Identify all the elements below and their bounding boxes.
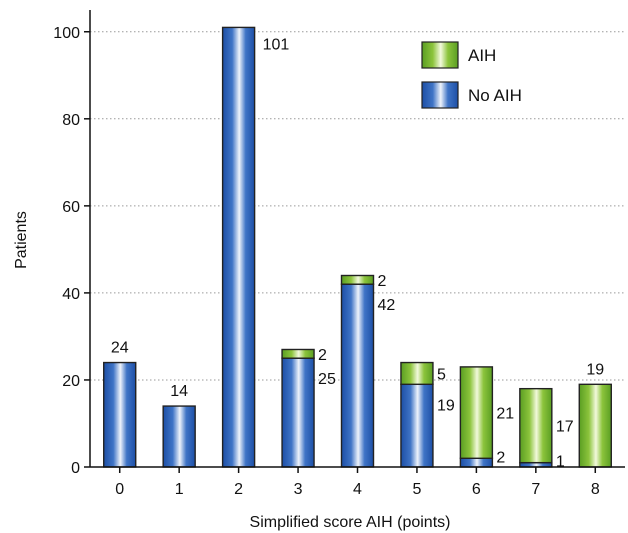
bar-no-aih (340, 283, 375, 468)
x-tick-label: 8 (591, 481, 600, 498)
bar-no-aih (459, 457, 494, 468)
x-tick-label: 3 (294, 481, 303, 498)
legend-swatch-aih (421, 41, 459, 69)
bars (103, 26, 612, 468)
gridlines (90, 31, 625, 381)
bar-aih (578, 383, 612, 468)
legend-label-no-aih: No AIH (468, 86, 522, 105)
bar-no-aih (221, 26, 256, 468)
x-tick-label: 1 (175, 481, 184, 498)
bar-aih (400, 361, 434, 386)
bar-aih (459, 366, 494, 459)
y-axis-title: Patients (13, 211, 30, 269)
bar-aih (519, 387, 553, 464)
x-axis-ticks: 0 1 2 3 4 5 6 7 8 (115, 467, 600, 498)
data-label-no-aih: 2 (496, 449, 505, 466)
data-labels: 24 14 101 2 25 2 42 5 19 21 2 17 1 19 (111, 36, 604, 470)
bar-no-aih (162, 405, 196, 468)
y-tick-label: 20 (62, 373, 80, 390)
data-label-no-aih: 14 (170, 383, 188, 400)
data-label-aih: 17 (556, 419, 574, 436)
data-label-aih: 2 (318, 347, 327, 364)
y-tick-label: 100 (53, 25, 80, 42)
y-tick-label: 0 (71, 460, 80, 477)
x-tick-label: 7 (531, 481, 540, 498)
x-tick-label: 5 (412, 481, 421, 498)
y-tick-label: 60 (62, 199, 80, 216)
data-label-aih: 5 (437, 366, 446, 383)
bar-no-aih (103, 361, 137, 468)
x-tick-label: 4 (353, 481, 362, 498)
y-axis-ticks: 0 20 40 60 80 100 (53, 25, 90, 477)
bar-no-aih (400, 383, 434, 468)
y-tick-label: 40 (62, 286, 80, 303)
x-axis-title: Simplified score AIH (points) (250, 514, 451, 531)
x-tick-label: 2 (234, 481, 243, 498)
data-label-no-aih: 1 (556, 454, 565, 471)
legend: AIH No AIH (421, 41, 522, 109)
legend-swatch-no-aih (421, 81, 459, 109)
data-label-no-aih: 42 (378, 297, 396, 314)
data-label-no-aih: 24 (111, 340, 129, 357)
x-tick-label: 0 (115, 481, 124, 498)
bar-aih (281, 348, 315, 359)
y-tick-label: 80 (62, 112, 80, 129)
data-label-aih: 19 (586, 361, 604, 378)
data-label-no-aih: 25 (318, 371, 336, 388)
legend-label-aih: AIH (468, 46, 496, 65)
data-label-no-aih: 19 (437, 397, 455, 414)
x-tick-label: 6 (472, 481, 481, 498)
data-label-aih: 21 (496, 406, 514, 423)
data-label-aih: 2 (378, 273, 387, 290)
data-label-no-aih: 101 (263, 36, 290, 53)
bar-no-aih (281, 357, 315, 468)
bar-aih (340, 274, 375, 285)
